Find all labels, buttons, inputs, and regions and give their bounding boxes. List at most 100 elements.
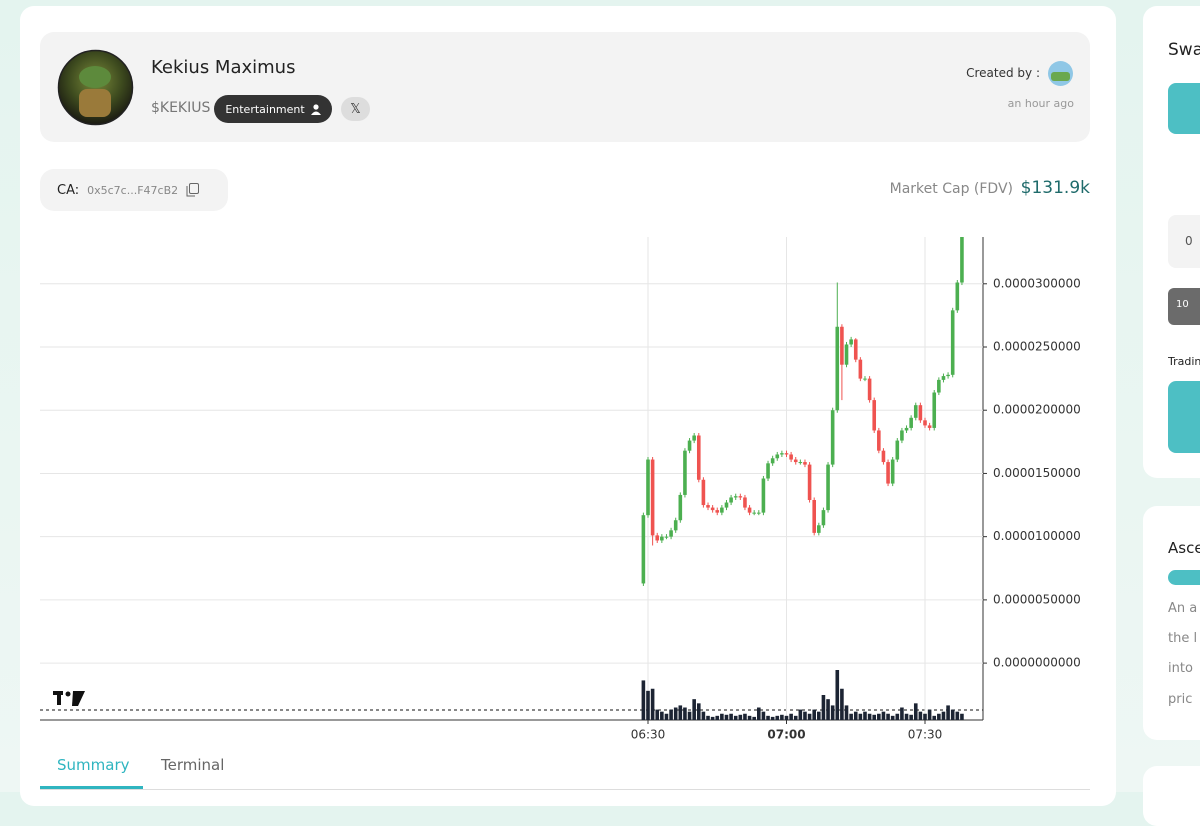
tab-terminal[interactable]: Terminal <box>161 756 225 774</box>
candle-body <box>710 507 715 511</box>
candle-body <box>807 464 812 500</box>
volume-bar <box>770 716 775 720</box>
candle-body <box>937 379 941 393</box>
volume-bar <box>756 707 761 720</box>
volume-bar <box>923 713 927 720</box>
candle-body <box>766 463 770 479</box>
info-line: the l <box>1168 631 1198 646</box>
x-icon: 𝕏 <box>350 101 361 117</box>
candle-body <box>789 454 793 460</box>
y-tick-label: 0.0000100000 <box>993 529 1081 543</box>
volume-bar <box>877 713 881 720</box>
volume-bar <box>955 711 960 720</box>
volume-bar <box>932 715 937 720</box>
volume-bar <box>937 713 941 720</box>
swap-tab-button[interactable] <box>1168 83 1200 134</box>
token-avatar <box>57 49 134 126</box>
tab-summary[interactable]: Summary <box>57 756 130 774</box>
volume-bar <box>840 688 844 720</box>
creator-avatar[interactable] <box>1047 60 1074 87</box>
candle-body <box>867 378 872 401</box>
volume-bar <box>798 709 803 720</box>
price-chart: 0.0000000000 0.0000050000 0.0000100000 0.00… <box>40 237 1081 742</box>
candle-body <box>770 458 775 464</box>
progress-bar <box>1168 570 1200 585</box>
y-tick-label: 0.0000200000 <box>993 403 1081 417</box>
volume-bar <box>696 703 701 720</box>
volume-bar <box>830 705 835 720</box>
candle-body <box>932 392 937 428</box>
volume-bar <box>867 713 872 720</box>
candle-body <box>844 344 849 365</box>
candle-body <box>918 405 923 421</box>
amount-chip[interactable] <box>1168 288 1200 325</box>
candle-body <box>812 499 817 533</box>
volume-bar <box>706 715 710 720</box>
candle-body <box>706 505 710 508</box>
volume-bar <box>844 705 849 720</box>
volume-bar <box>881 711 886 720</box>
candle-body <box>655 535 660 541</box>
candle-body <box>835 326 840 411</box>
volume-bar <box>720 713 724 720</box>
x-tick-label: 07:00 <box>767 728 805 742</box>
ca-pill: CA: 0x5c7c...F47cB2 <box>40 169 228 211</box>
ca-label: CA: <box>57 182 80 198</box>
volume-bar <box>900 707 904 720</box>
created-by-label: Created by : <box>966 66 1040 80</box>
candle-body <box>913 405 918 418</box>
info-line: An a <box>1168 601 1198 616</box>
candle-body <box>793 459 798 463</box>
tab-divider <box>40 789 1090 790</box>
candle-body <box>941 376 946 380</box>
candle-body <box>817 525 821 533</box>
candle-body <box>784 453 789 455</box>
copy-icon[interactable] <box>186 183 200 197</box>
volume-bar <box>941 711 946 720</box>
token-name: Kekius Maximus <box>151 57 296 78</box>
volume-bar <box>807 713 812 720</box>
volume-bar <box>729 713 733 720</box>
category-tag[interactable]: Entertainment <box>214 95 332 123</box>
y-tick-label: 0.0000050000 <box>993 592 1081 606</box>
amount-input[interactable] <box>1168 215 1200 268</box>
swap-title: Swap <box>1168 40 1200 60</box>
candle-body <box>895 440 900 460</box>
candle-body <box>678 494 683 521</box>
volume-bar <box>960 713 964 720</box>
candle-body <box>664 536 669 538</box>
candle-body <box>696 435 701 480</box>
x-tick-label: 06:30 <box>631 728 666 742</box>
volume-bar <box>927 709 932 720</box>
candle-body <box>729 497 733 503</box>
volume-bar <box>752 716 756 720</box>
candle-body <box>886 462 890 484</box>
trading-label: Trading <box>1168 355 1200 368</box>
volume-bar <box>692 699 696 720</box>
volume-bar <box>715 715 720 720</box>
volume-bar <box>890 715 895 720</box>
candle-body <box>872 400 877 431</box>
volume-bar <box>669 709 673 720</box>
volume-bar <box>743 713 747 720</box>
volume-bar <box>766 715 770 720</box>
candle-body <box>923 420 927 426</box>
candle-body <box>955 282 960 311</box>
y-tick-label: 0.0000250000 <box>993 340 1081 354</box>
volume-bar <box>687 711 692 720</box>
volume-bar <box>812 709 817 720</box>
y-tick-label: 0.0000300000 <box>993 276 1081 290</box>
user-icon <box>310 103 321 115</box>
category-label: Entertainment <box>225 102 305 116</box>
candle-body <box>687 440 692 451</box>
volume-bar <box>641 680 646 720</box>
candle-body <box>780 453 784 455</box>
candle-body <box>646 459 650 516</box>
volume-bar <box>738 714 743 720</box>
x-link[interactable]: 𝕏 <box>341 97 370 121</box>
trade-button[interactable] <box>1168 381 1200 453</box>
volume-bar <box>835 670 840 720</box>
candle-body <box>738 496 743 498</box>
token-header <box>40 32 1090 142</box>
volume-bar <box>918 711 923 720</box>
